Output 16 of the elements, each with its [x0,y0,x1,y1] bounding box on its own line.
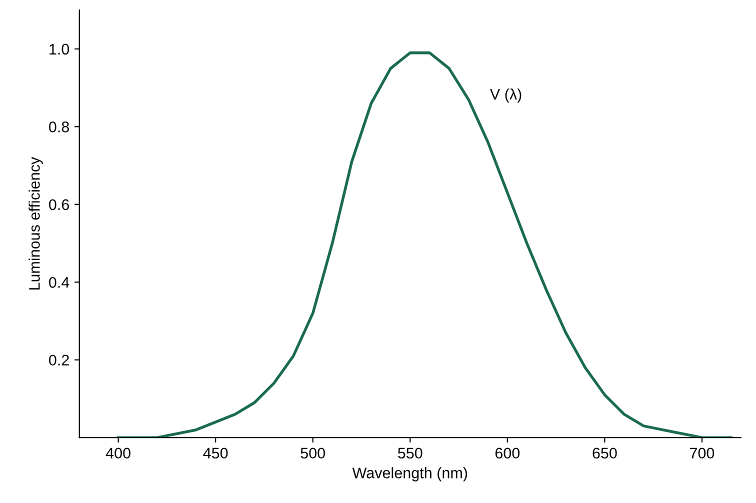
x-tick-label: 450 [203,448,228,459]
x-axis-title: Wavelength (nm) [352,467,468,482]
y-tick-label: 0.2 [49,354,69,366]
y-tick-label: 0.4 [49,277,70,288]
x-tick-label: 600 [495,448,520,459]
x-tick-label: 500 [300,448,325,459]
y-tick-label: 0.6 [49,199,69,210]
line-series [116,51,733,438]
annotation: V (λ) [490,88,522,103]
y-axis-title: Luminous efficiency [28,156,43,290]
x-tick-label: 400 [106,448,130,459]
x-tick-label: 650 [592,448,617,459]
x-tick-label: 700 [690,448,714,459]
y-tick-label: 0.8 [49,122,69,132]
x-tick-label: 550 [398,448,422,459]
y-tick-label: 1.0 [50,44,70,55]
